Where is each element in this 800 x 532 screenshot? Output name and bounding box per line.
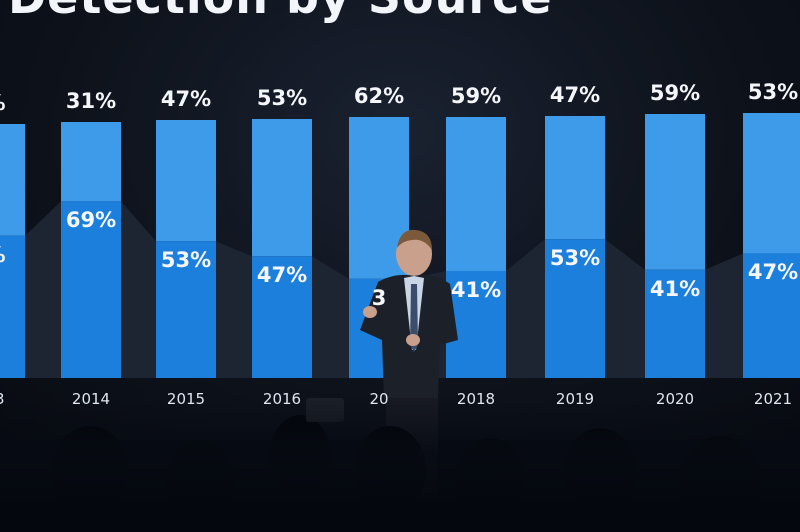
bottom-value-label: 47% xyxy=(256,263,308,288)
top-value-label: 53% xyxy=(256,86,308,110)
bar-segment-bottom xyxy=(645,269,705,378)
bar-segment-bottom xyxy=(0,235,25,378)
bar-segment-top xyxy=(446,117,506,271)
top-value-label: 53% xyxy=(747,80,799,104)
bar-segment-top xyxy=(252,119,312,257)
year-label: 2019 xyxy=(555,390,595,408)
top-value-label: 62% xyxy=(353,84,405,108)
bar-segment-top xyxy=(0,124,25,236)
presenter-hand-left xyxy=(363,306,377,318)
year-label: 2020 xyxy=(655,390,695,408)
year-label: 20 xyxy=(369,390,389,408)
bar-segment-bottom xyxy=(743,253,800,378)
top-value-label: 47% xyxy=(160,87,212,111)
top-value-label: 59% xyxy=(649,81,701,105)
bar-segment-bottom xyxy=(446,270,506,378)
year-label: 2018 xyxy=(456,390,496,408)
bar-segment-top xyxy=(156,120,216,242)
year-label: 13 xyxy=(0,390,35,408)
bottom-value-label: 41% xyxy=(450,277,502,302)
top-value-label: 31% xyxy=(65,89,117,113)
bottom-value-label: 47% xyxy=(747,260,799,285)
slide-title: Detection by Source xyxy=(8,0,553,24)
bottom-value-label: 53% xyxy=(549,246,601,271)
bar-segment-top xyxy=(61,122,121,202)
year-label: 2014 xyxy=(71,390,111,408)
year-label: 2016 xyxy=(262,390,302,408)
top-value-label: 47% xyxy=(549,83,601,107)
presenter-hair xyxy=(397,229,432,250)
bar-segment-bottom xyxy=(156,241,216,378)
bar-segment-bottom xyxy=(545,239,605,378)
bottom-value-label: 41% xyxy=(649,276,701,301)
bar-segment-bottom xyxy=(61,201,121,378)
year-label: 2015 xyxy=(166,390,206,408)
presenter-head xyxy=(396,232,432,276)
bar-segment-top xyxy=(743,113,800,254)
top-value-label: % xyxy=(0,91,35,115)
bar-segment-top xyxy=(545,116,605,240)
bottom-value-label: 53% xyxy=(160,248,212,273)
bottom-value-label: 3 xyxy=(371,285,387,310)
year-label: 2021 xyxy=(753,390,793,408)
presenter-hand-right xyxy=(406,334,420,346)
top-value-label: 59% xyxy=(450,84,502,108)
bar-segment-top xyxy=(645,114,705,270)
bottom-value-label: % xyxy=(0,243,35,267)
bottom-value-label: 69% xyxy=(65,208,117,233)
bar-segment-bottom xyxy=(252,256,312,378)
audience-shadow xyxy=(0,400,800,532)
